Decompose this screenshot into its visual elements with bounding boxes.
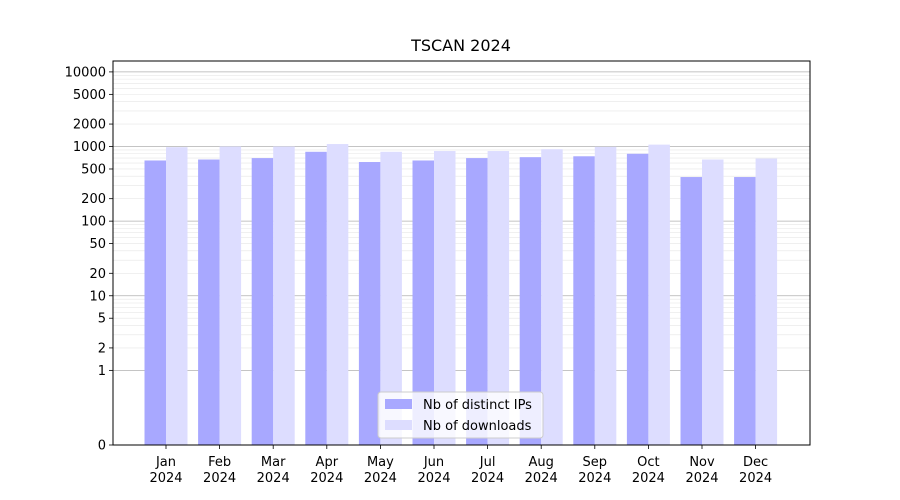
bar-downloads	[219, 146, 242, 445]
legend-label-distinct-ips: Nb of distinct IPs	[423, 398, 532, 413]
x-tick-label: Jan 2024	[149, 455, 182, 486]
x-tick-label: Jun 2024	[417, 455, 450, 486]
y-axis: 0 1 2 5 10 20 50 100 200 500 1000 2000 5000 10000	[65, 65, 113, 454]
bar-downloads	[326, 144, 349, 445]
x-tick-label: Apr 2024	[310, 455, 343, 486]
bar-downloads	[702, 159, 724, 445]
y-tick-label: 20	[89, 267, 106, 282]
bar-downloads	[755, 158, 778, 445]
bar-downloads	[380, 151, 402, 446]
bar-downloads	[648, 144, 670, 445]
bar-distinct-ips	[466, 158, 488, 445]
legend: Nb of distinct IPs Nb of downloads	[377, 391, 544, 439]
x-tick-label: Aug 2024	[525, 455, 558, 486]
y-tick-label: 2	[98, 341, 106, 356]
x-tick-label: Mar 2024	[257, 455, 290, 486]
y-tick-label: 0	[98, 439, 106, 454]
y-tick-label: 100	[81, 215, 106, 230]
y-tick-label: 1000	[73, 140, 106, 155]
y-tick-label: 10	[89, 289, 106, 304]
y-tick-label: 50	[89, 237, 106, 252]
bar-distinct-ips	[734, 177, 756, 445]
y-tick-label: 200	[81, 192, 106, 207]
bar-distinct-ips	[412, 160, 434, 445]
bar-distinct-ips	[305, 151, 327, 446]
y-tick-label: 2000	[73, 118, 106, 133]
bar-distinct-ips	[519, 157, 542, 446]
bar-downloads	[541, 149, 563, 446]
bar-distinct-ips	[626, 153, 649, 445]
legend-swatch-distinct-ips	[385, 399, 412, 409]
bar-distinct-ips	[198, 159, 220, 445]
bar-downloads	[166, 147, 188, 446]
legend-swatch-downloads	[385, 420, 412, 430]
bar-distinct-ips	[573, 156, 595, 445]
x-tick-label: Sep 2024	[578, 455, 611, 486]
legend-label-downloads: Nb of downloads	[423, 419, 532, 434]
bar-downloads	[487, 151, 510, 445]
y-tick-label: 500	[81, 162, 106, 177]
plot-frame	[112, 60, 811, 446]
legend-box	[377, 391, 544, 439]
bar-distinct-ips	[251, 158, 274, 445]
y-tick-label: 10000	[65, 65, 106, 80]
x-tick-label: Nov 2024	[685, 455, 718, 486]
bar-distinct-ips	[358, 162, 381, 445]
x-tick-label: Jul 2024	[471, 455, 504, 486]
x-tick-label: Feb 2024	[203, 455, 236, 486]
x-tick-label: Oct 2024	[632, 455, 665, 486]
y-tick-label: 1	[98, 364, 106, 379]
x-tick-label: May 2024	[364, 455, 397, 486]
bars-layer	[144, 144, 778, 446]
bar-downloads	[594, 146, 617, 445]
x-tick-label: Dec 2024	[739, 455, 772, 486]
bar-downloads	[434, 151, 456, 445]
chart-title: TSCAN 2024	[410, 36, 511, 55]
bar-distinct-ips	[144, 160, 166, 445]
x-axis: Jan 2024 Feb 2024 Mar 2024 Apr 2024 May 2024 Jun 20…	[149, 445, 772, 486]
bar-distinct-ips	[680, 177, 702, 445]
bar-downloads	[273, 146, 295, 445]
y-tick-label: 5000	[73, 88, 106, 103]
y-tick-label: 5	[98, 312, 106, 327]
